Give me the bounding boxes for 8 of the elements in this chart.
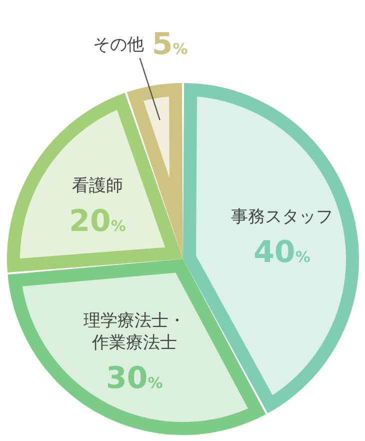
data-label: 5% <box>152 27 188 62</box>
data-label: 20% <box>69 204 126 240</box>
slice-label: その他 <box>92 35 144 55</box>
data-label: 40% <box>254 234 310 270</box>
data-label: 30% <box>106 360 163 396</box>
slice-label: 理学療法士・作業療法士 <box>83 310 186 353</box>
slice-label: 看護師 <box>72 176 124 196</box>
slice-label: 事務スタッフ <box>230 206 333 227</box>
